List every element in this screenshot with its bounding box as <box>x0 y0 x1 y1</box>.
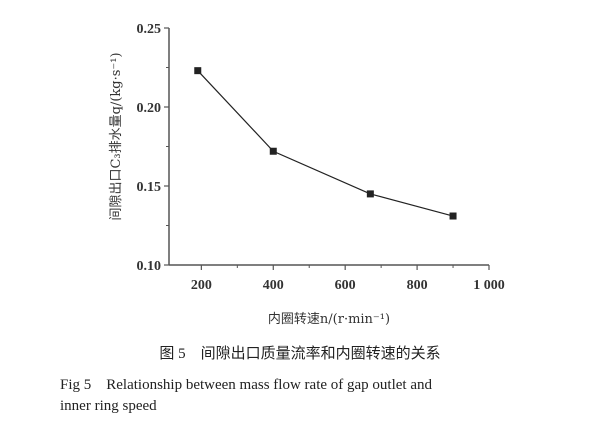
y-tick-label: 0.20 <box>137 101 162 116</box>
x-tick-label: 600 <box>335 278 356 293</box>
x-tick-label: 400 <box>263 278 284 293</box>
series-line <box>197 70 454 217</box>
y-axis-label: 间隙出口C₃排水量q/(kg·s⁻¹) <box>109 52 124 220</box>
data-point <box>194 67 202 75</box>
x-tick-label: 800 <box>407 278 428 293</box>
x-axis-label: 内圈转速n/(r·min⁻¹) <box>268 311 390 327</box>
y-tick-label: 0.10 <box>137 259 162 274</box>
data-point <box>449 212 457 220</box>
x-tick-label: 200 <box>191 278 212 293</box>
data-point <box>269 147 277 155</box>
x-tick-label: 1 000 <box>473 278 505 293</box>
caption-english-line1: Fig 5 Relationship between mass flow rat… <box>60 377 433 393</box>
y-tick-label: 0.25 <box>137 22 162 37</box>
caption-english-line2: inner ring speed <box>60 398 157 414</box>
y-tick-label: 0.15 <box>137 180 162 195</box>
data-point <box>366 190 374 198</box>
caption-chinese: 图 5 间隙出口质量流率和内圈转速的关系 <box>159 346 441 362</box>
